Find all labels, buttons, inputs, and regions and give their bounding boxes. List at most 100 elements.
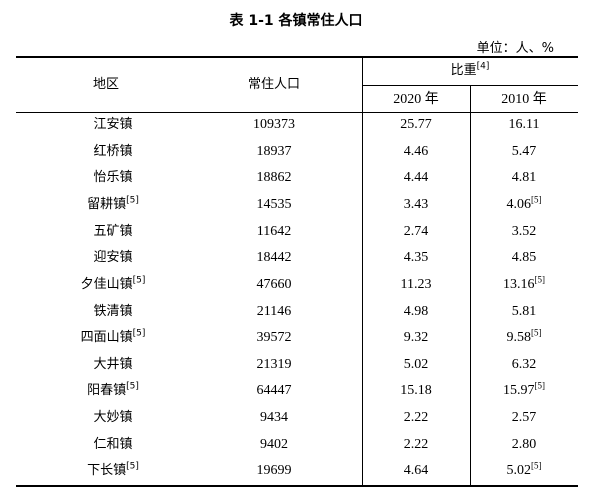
population-cell: 21146: [186, 299, 362, 325]
footnote-mark: [5]: [126, 462, 139, 473]
share-2010-cell: 2.57: [470, 405, 578, 431]
region-cell: 四面山镇[5]: [16, 325, 210, 351]
region-cell-text: 红桥镇: [93, 143, 133, 159]
region-cell: 铁清镇: [16, 299, 210, 325]
share-2010-cell-text: 4.81: [511, 170, 537, 186]
population-cell: 18862: [186, 165, 362, 191]
region-cell-text: 四面山镇: [80, 330, 133, 346]
share-2010-cell-text: 13.16: [503, 276, 535, 292]
share-2020-cell: 2.74: [362, 219, 470, 245]
region-cell-text: 仁和镇: [93, 436, 133, 452]
share-2010-cell: 3.52: [470, 219, 578, 245]
share-2020-cell: 2.22: [362, 405, 470, 431]
footnote-mark: [5]: [132, 275, 146, 286]
header-population: 常住人口: [247, 77, 300, 92]
region-cell-text: 大井镇: [93, 356, 133, 372]
region-cell-text: 留耕镇: [87, 196, 127, 212]
share-2010-cell-text: 3.52: [511, 223, 537, 239]
region-cell: 五矿镇: [16, 219, 210, 245]
header-2020: 2020 年: [393, 92, 439, 107]
header-region: 地区: [92, 77, 119, 92]
footnote-mark: [5]: [531, 194, 542, 205]
share-2020-cell-text: 5.02: [403, 356, 429, 372]
header-2010: 2010 年: [501, 92, 547, 107]
footnote-mark: [4]: [476, 61, 490, 72]
share-2020-cell-text: 9.32: [403, 330, 429, 346]
region-cell: 留耕镇[5]: [16, 192, 210, 218]
population-cell: 11642: [186, 219, 362, 245]
share-2020-cell-text: 11.23: [400, 276, 432, 292]
share-2020-cell: 25.77: [362, 112, 470, 138]
share-2020-cell-text: 4.35: [403, 250, 429, 266]
region-cell-text: 阳春镇: [87, 383, 127, 399]
region-cell-text: 迎安镇: [93, 250, 133, 266]
share-2020-cell-text: 4.98: [403, 303, 429, 319]
share-2020-cell: 9.32: [362, 325, 470, 351]
share-2010-cell-text: 16.11: [508, 117, 540, 132]
region-cell-text: 铁清镇: [93, 303, 133, 319]
population-cell-text: 19699: [256, 463, 292, 479]
share-2010-cell-text: 9.58: [506, 330, 532, 346]
share-2010-cell: 15.97[5]: [470, 378, 578, 404]
population-cell-text: 47660: [256, 276, 292, 292]
population-cell: 19699: [186, 458, 362, 484]
region-cell: 下长镇[5]: [16, 458, 210, 484]
header-bottom-rule: [16, 112, 578, 113]
region-cell-text: 怡乐镇: [93, 170, 133, 186]
region-cell: 红桥镇: [16, 139, 210, 165]
region-cell: 迎安镇: [16, 245, 210, 271]
region-cell: 仁和镇: [16, 432, 210, 458]
population-cell-text: 11642: [256, 223, 292, 239]
share-2010-cell: 4.81: [470, 165, 578, 191]
footnote-mark: [5]: [534, 380, 546, 391]
population-cell: 18442: [186, 245, 362, 271]
population-cell-text: 39572: [256, 330, 292, 346]
share-2020-cell: 5.02: [362, 352, 470, 378]
share-2010-cell-text: 4.06: [506, 196, 532, 212]
share-2010-cell-text: 5.47: [511, 143, 537, 159]
population-cell: 47660: [186, 272, 362, 298]
share-2010-cell-text: 15.97: [503, 383, 535, 399]
table-title: 表 1-1 各镇常住人口: [229, 13, 363, 29]
share-2010-cell: 4.06[5]: [470, 192, 578, 218]
share-2010-cell-text: 6.32: [511, 356, 537, 372]
share-2020-cell: 4.98: [362, 299, 470, 325]
population-cell: 14535: [186, 192, 362, 218]
footnote-mark: [5]: [126, 195, 139, 206]
share-2010-cell: 2.80: [470, 432, 578, 458]
region-cell-text: 江安镇: [93, 117, 133, 132]
region-cell: 怡乐镇: [16, 165, 210, 191]
share-2020-cell: 4.46: [362, 139, 470, 165]
population-cell: 64447: [186, 378, 362, 404]
share-2020-cell-text: 4.46: [403, 143, 429, 159]
region-cell: 阳春镇[5]: [16, 378, 210, 404]
population-cell: 9434: [186, 405, 362, 431]
population-cell: 21319: [186, 352, 362, 378]
header-mid-rule: [362, 85, 578, 86]
share-2020-cell-text: 4.44: [403, 170, 429, 186]
share-2020-cell-text: 2.74: [403, 223, 429, 239]
share-2010-cell-text: 2.80: [511, 436, 537, 452]
population-cell: 39572: [186, 325, 362, 351]
population-cell-text: 18937: [256, 143, 292, 159]
population-cell-text: 21319: [256, 356, 292, 372]
region-cell-text: 夕佳山镇: [80, 276, 133, 292]
share-2010-cell: 4.85: [470, 245, 578, 271]
share-2010-cell: 5.81: [470, 299, 578, 325]
region-cell: 大井镇: [16, 352, 210, 378]
population-cell-text: 18862: [256, 170, 292, 186]
population-cell-text: 9402: [260, 436, 288, 452]
table-top-rule: [16, 56, 578, 58]
share-2010-cell-text: 4.85: [511, 250, 537, 266]
share-2010-cell-text: 5.81: [511, 303, 537, 319]
header-share: 比重[4]: [362, 58, 578, 84]
share-2010-cell-text: 5.02: [506, 463, 532, 479]
column-rule: [362, 57, 363, 485]
footnote-mark: [5]: [132, 328, 146, 339]
table-bottom-rule: [16, 485, 578, 487]
region-cell-text: 下长镇: [87, 463, 127, 479]
population-cell-text: 21146: [256, 303, 292, 319]
share-2020-cell: 15.18: [362, 378, 470, 404]
share-2020-cell-text: 3.43: [403, 196, 429, 212]
